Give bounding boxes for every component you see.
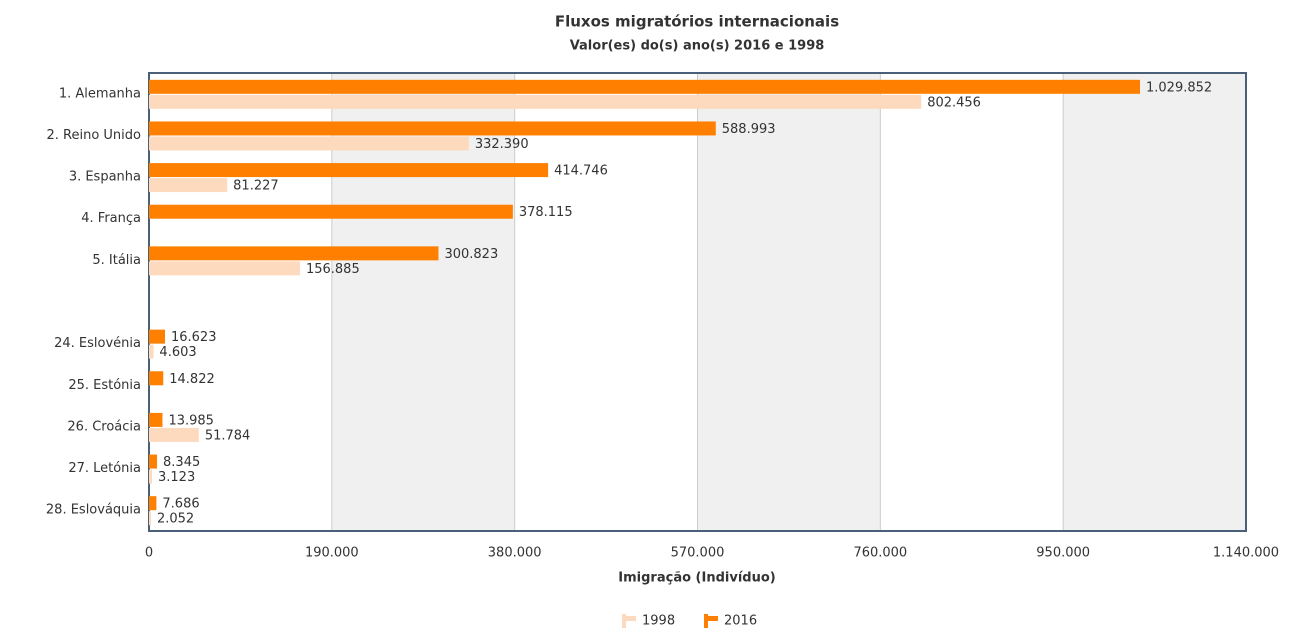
value-label: 13.985	[168, 413, 214, 428]
chart-subtitle: Valor(es) do(s) ano(s) 2016 e 1998	[570, 39, 825, 54]
bar	[149, 204, 513, 219]
y-tick-label: 24. Eslovénia	[54, 336, 141, 351]
chart-title: Fluxos migratórios internacionais	[555, 13, 839, 31]
legend-swatch	[622, 614, 626, 628]
y-tick-label: 3. Espanha	[69, 170, 141, 185]
bar	[149, 344, 154, 359]
legend-swatch	[704, 614, 708, 628]
value-label: 3.123	[158, 470, 195, 485]
bar	[149, 94, 922, 109]
value-label: 8.345	[163, 455, 200, 470]
x-tick-label: 1.140.000	[1213, 546, 1279, 561]
y-tick-label: 2. Reino Unido	[47, 128, 142, 143]
bar	[149, 469, 153, 484]
value-label: 378.115	[519, 205, 573, 220]
legend-label: 1998	[642, 614, 675, 629]
value-label: 588.993	[722, 122, 776, 137]
x-tick-label: 190.000	[305, 546, 359, 561]
bar	[149, 79, 1141, 94]
value-label: 156.885	[306, 262, 360, 277]
y-tick-label: 27. Letónia	[68, 461, 141, 476]
value-label: 14.822	[169, 372, 215, 387]
bar	[149, 163, 549, 178]
value-label: 414.746	[554, 164, 608, 179]
x-tick-label: 570.000	[671, 546, 725, 561]
x-tick-label: 380.000	[488, 546, 542, 561]
bar	[149, 178, 228, 193]
bar	[149, 496, 157, 511]
value-label: 7.686	[162, 497, 199, 512]
legend-swatch	[626, 616, 636, 621]
bar	[149, 511, 151, 526]
y-tick-label: 4. França	[81, 211, 141, 226]
y-tick-label: 1. Alemanha	[59, 86, 141, 101]
value-label: 1.029.852	[1146, 80, 1212, 95]
value-label: 802.456	[927, 95, 981, 110]
x-axis-label: Imigração (Indivíduo)	[618, 571, 775, 586]
legend-label: 2016	[724, 614, 757, 629]
plot-band	[1063, 73, 1246, 531]
value-label: 81.227	[233, 179, 279, 194]
bar	[149, 329, 165, 344]
value-label: 51.784	[205, 428, 251, 443]
y-tick-label: 28. Eslováquia	[46, 503, 141, 518]
y-tick-label: 5. Itália	[92, 253, 141, 268]
value-label: 2.052	[157, 512, 194, 527]
bar	[149, 261, 300, 276]
x-tick-label: 950.000	[1036, 546, 1090, 561]
x-tick-label: 0	[145, 546, 153, 561]
y-tick-label: 26. Croácia	[67, 419, 141, 434]
bar	[149, 246, 439, 261]
bar	[149, 371, 164, 386]
value-label: 332.390	[475, 137, 529, 152]
value-label: 4.603	[159, 345, 196, 360]
value-label: 300.823	[444, 247, 498, 262]
plot-frame	[148, 72, 1247, 532]
plot-band	[697, 73, 881, 531]
bar	[149, 412, 163, 427]
value-label: 16.623	[171, 330, 217, 345]
x-tick-label: 760.000	[853, 546, 907, 561]
bar	[149, 454, 158, 469]
bar	[149, 136, 469, 151]
legend-swatch	[708, 616, 718, 621]
y-tick-label: 25. Estónia	[68, 378, 141, 393]
bar	[149, 427, 199, 442]
bar	[149, 121, 716, 136]
